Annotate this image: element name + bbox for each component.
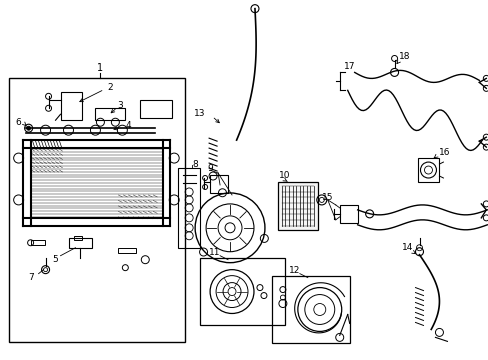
Circle shape (224, 223, 235, 233)
Bar (210, 175, 227, 193)
Text: 10: 10 (279, 171, 290, 180)
Bar (417, 158, 439, 182)
Text: 11: 11 (209, 248, 221, 257)
Bar (200, 258, 285, 325)
Bar (339, 205, 357, 223)
Text: 16: 16 (438, 148, 449, 157)
Text: 1: 1 (97, 63, 103, 73)
Circle shape (26, 126, 31, 130)
Text: 15: 15 (322, 193, 333, 202)
Bar (61, 92, 82, 120)
Bar (178, 168, 200, 248)
Text: 17: 17 (343, 62, 355, 71)
Bar (9, 78, 185, 342)
Bar (31, 240, 44, 245)
Text: 14: 14 (401, 243, 412, 252)
Bar (74, 236, 82, 240)
Text: 12: 12 (288, 266, 300, 275)
Text: 8: 8 (192, 159, 198, 168)
Bar (271, 276, 349, 343)
Text: 5: 5 (53, 255, 58, 264)
Bar (140, 100, 172, 118)
Bar (68, 238, 92, 248)
Text: 18: 18 (398, 52, 409, 61)
Text: 6: 6 (16, 118, 21, 127)
Text: 13: 13 (194, 109, 205, 118)
Text: 9: 9 (207, 163, 213, 172)
Bar (277, 182, 317, 230)
Bar (95, 108, 125, 120)
Bar (118, 248, 136, 253)
Text: 7: 7 (28, 273, 33, 282)
Text: 2: 2 (107, 83, 113, 92)
Text: 4: 4 (125, 121, 131, 130)
Text: 3: 3 (117, 101, 123, 110)
